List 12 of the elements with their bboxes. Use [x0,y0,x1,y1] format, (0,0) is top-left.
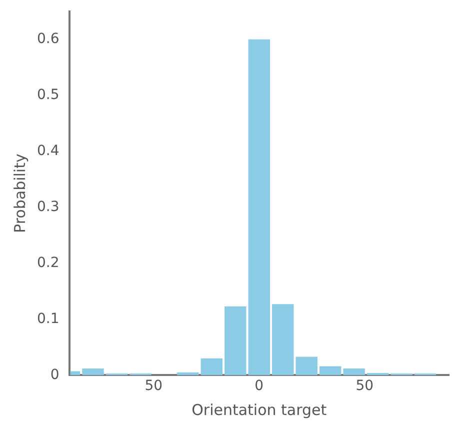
y-axis-title: Probability [10,154,29,233]
y-tick-label: 0.6 [37,31,60,48]
y-tick-label: 0.1 [37,310,60,327]
x-tick-label: 50 [356,378,374,394]
y-tick-label: 0 [50,366,60,383]
y-tick-label: 0.2 [37,254,60,271]
x-tick-label: 50 [144,378,163,394]
x-axis-title: Orientation target [192,400,327,419]
y-tick-label: 0.3 [37,198,60,215]
y-tick-label: 0.4 [37,142,60,159]
x-tick-label: 0 [254,378,264,394]
y-tick-label: 0.5 [37,86,60,103]
